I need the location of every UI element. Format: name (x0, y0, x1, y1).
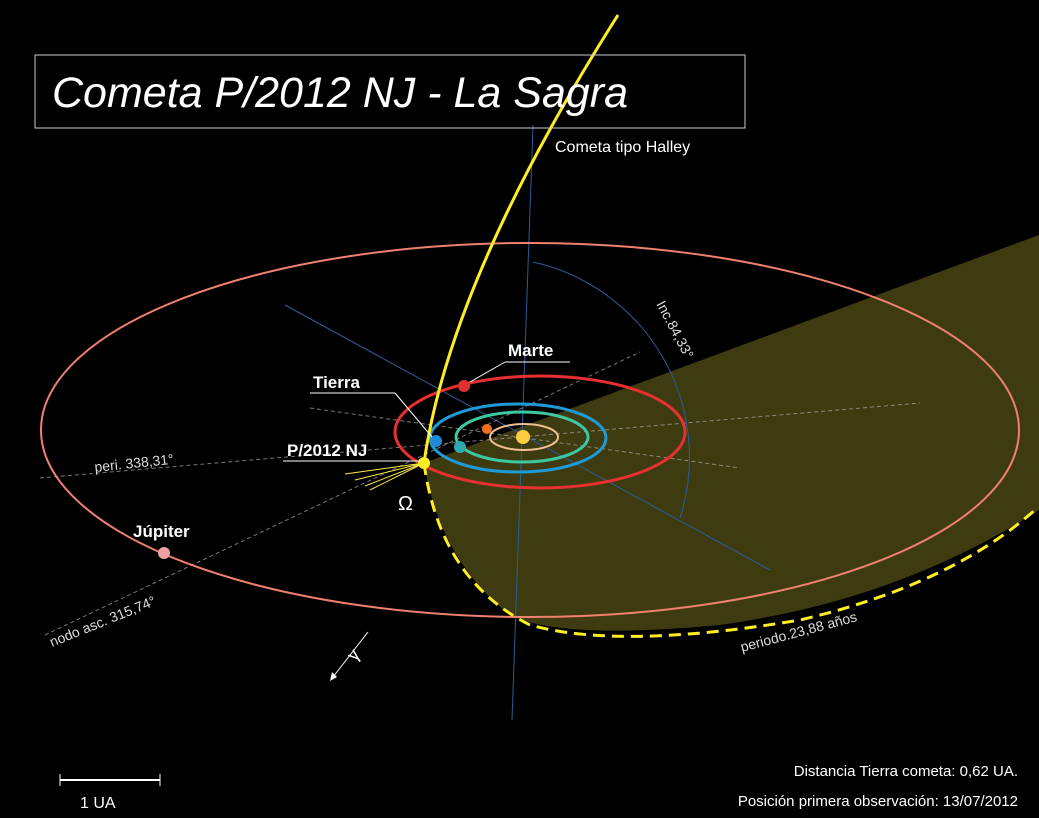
comet-label: P/2012 NJ (287, 441, 367, 460)
sun (516, 430, 530, 444)
observation: Posición primera observación: 13/07/2012 (738, 793, 1018, 810)
venus-orbit (454, 410, 590, 464)
earth-orbit (428, 402, 608, 474)
scale-label: 1 UA (80, 795, 116, 812)
mars (458, 380, 470, 392)
title: Cometa P/2012 NJ - La Sagra (52, 69, 628, 117)
mercury (482, 424, 492, 434)
arrow-head (330, 672, 337, 681)
jupiter (158, 547, 170, 559)
distance: Distancia Tierra cometa: 0,62 UA. (794, 763, 1018, 780)
leaders (59, 361, 570, 786)
comet-orbit-below (422, 462, 1036, 638)
earth-label: Tierra (313, 373, 360, 392)
title-box (34, 54, 746, 129)
mars-label: Marte (508, 341, 553, 360)
comet (418, 457, 430, 469)
venus (454, 441, 466, 453)
comet-rays (344, 462, 425, 491)
earth (430, 435, 442, 447)
comet-type: Cometa tipo Halley (555, 139, 690, 156)
jupiter-orbit (40, 242, 1020, 618)
mercury-orbit (489, 423, 559, 451)
mars-orbit (393, 374, 687, 490)
node-symbol: Ω (398, 493, 413, 515)
jupiter-label: Júpiter (133, 522, 190, 541)
orbit-plane (424, 235, 1039, 631)
comet-orbit (422, 14, 620, 464)
